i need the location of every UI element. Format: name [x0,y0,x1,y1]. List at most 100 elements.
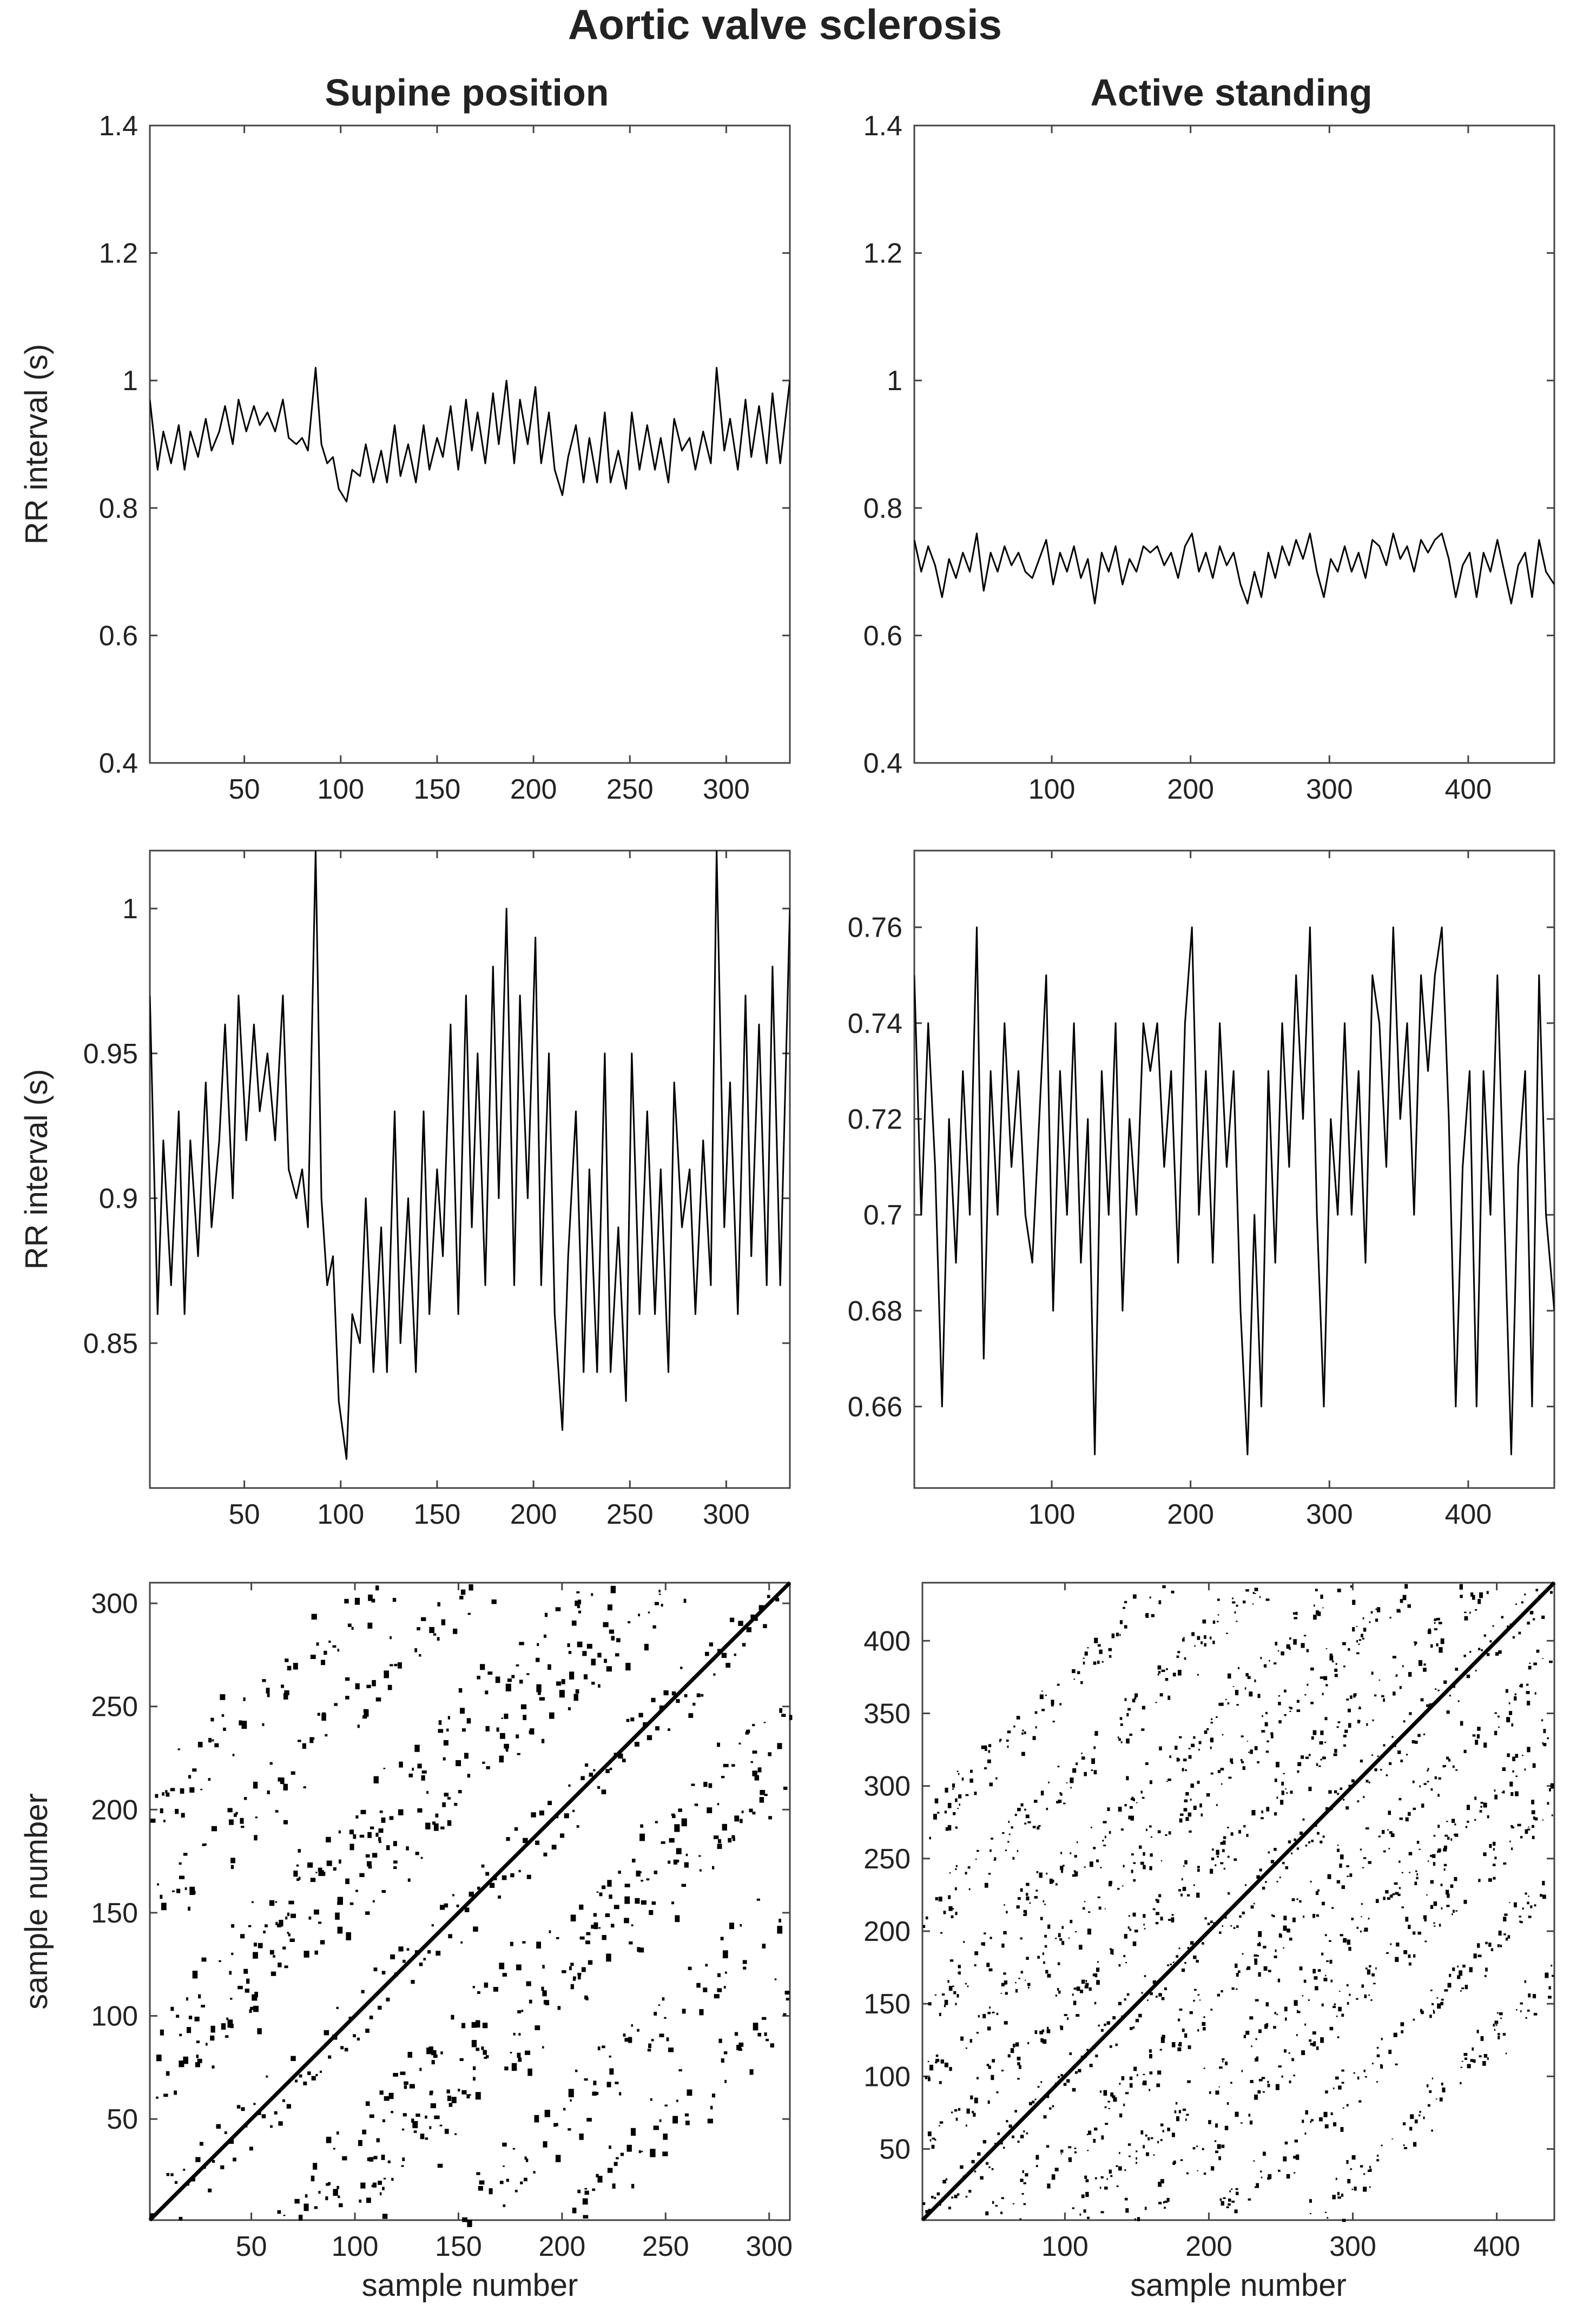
recurrence-point [721,2058,724,2063]
recurrence-point [1105,2123,1109,2125]
recurrence-point [922,2202,926,2206]
recurrence-point [1335,2076,1339,2080]
recurrence-point [177,1748,180,1750]
recurrence-point [1270,1732,1274,1735]
recurrence-point [1023,1910,1027,1913]
recurrence-point [184,1887,187,1890]
recurrence-point [1149,2089,1151,2091]
recurrence-point [988,1750,991,1753]
recurrence-point [1396,1943,1400,1947]
recurrence-point [1374,1768,1377,1772]
rr-interval-series-line [150,367,790,503]
recurrence-point [577,1974,581,1980]
recurrence-point [516,1734,519,1739]
recurrence-point [940,1932,943,1934]
recurrence-point [662,2151,668,2156]
recurrence-point [684,1694,688,1697]
recurrence-point [1197,1636,1200,1640]
recurrence-point [545,2000,550,2005]
recurrence-point [1341,2069,1344,2072]
recurrence-point [345,1677,350,1681]
recurrence-point [1452,1913,1453,1915]
recurrence-point [1181,1878,1183,1881]
recurrence-point [360,1809,366,1814]
recurrence-point [1077,1841,1078,1844]
recurrence-point [1118,2166,1122,2171]
recurrence-point [502,1875,507,1880]
recurrence-point [505,1683,511,1691]
recurrence-point [1427,1860,1429,1862]
recurrence-point [1068,2146,1072,2149]
recurrence-point [1060,1866,1064,1870]
recurrence-point [570,1984,574,1990]
recurrence-point [232,1754,235,1756]
recurrence-point [1386,1774,1388,1776]
recurrence-point [433,2054,438,2058]
recurrence-point [1361,1984,1364,1988]
recurrence-point [1156,2083,1160,2088]
recurrence-point [1166,1668,1168,1670]
recurrence-point [1172,2162,1176,2165]
recurrence-point [1024,1979,1026,1981]
recurrence-point [224,2131,227,2134]
recurrence-point [580,1937,585,1940]
recurrence-point [1525,1829,1528,1834]
recurrence-point [1274,1812,1277,1816]
recurrence-point [927,2060,929,2062]
recurrence-point [1283,2156,1287,2162]
recurrence-point [648,1611,650,1614]
recurrence-point [1312,1969,1316,1974]
recurrence-point [1079,1945,1083,1950]
recurrence-point [1238,1970,1241,1973]
recurrence-point [401,2165,404,2167]
recurrence-point [1225,2062,1228,2065]
recurrence-point [287,1665,292,1671]
recurrence-point [1278,1720,1282,1723]
recurrence-point [1357,2076,1360,2080]
recurrence-point [417,1763,422,1769]
recurrence-point [647,2049,651,2052]
recurrence-point [1143,1852,1145,1856]
recurrence-point [678,2069,682,2072]
recurrence-point [991,2075,994,2081]
recurrence-point [1022,1729,1024,1732]
recurrence-point [1531,1800,1534,1805]
recurrence-point [284,1965,288,1969]
recurrence-point [189,1886,195,1895]
recurrence-point [1389,1831,1393,1834]
recurrence-point [674,1824,680,1832]
recurrence-point [1142,1796,1145,1799]
recurrence-point [1182,1768,1184,1772]
recurrence-point [1340,1787,1343,1790]
recurrence-point [605,1769,610,1773]
recurrence-point [1103,1845,1106,1847]
recurrence-point [988,1968,993,1972]
recurrence-point [1337,1589,1341,1592]
recurrence-point [560,1833,565,1838]
recurrence-point [714,1994,720,1999]
recurrence-point [947,1980,949,1983]
recurrence-point [1518,1631,1521,1635]
x-tick-label: 50 [236,2231,267,2262]
recurrence-point [1094,1973,1098,1978]
recurrence-point [1399,1686,1402,1689]
x-tick-label: 150 [435,2231,482,2262]
recurrence-point [1257,1954,1259,1957]
recurrence-point [988,1873,991,1875]
recurrence-point [1020,2178,1024,2182]
recurrence-point [1423,1663,1426,1666]
recurrence-point [1141,1992,1143,1994]
recurrence-point [375,1697,381,1702]
recurrence-point [1426,2084,1429,2088]
recurrence-point [1419,2114,1421,2117]
x-axis-label: sample number [1130,2268,1347,2303]
recurrence-point [1519,1915,1521,1918]
recurrence-point [382,2187,385,2190]
recurrence-point [1166,1781,1168,1782]
recurrence-point [1281,2075,1283,2078]
recurrence-point [1399,1887,1401,1890]
recurrence-point [1245,2031,1250,2035]
recurrence-point [661,1604,663,1607]
recurrence-point [381,1890,386,1893]
recurrence-point [1008,1821,1010,1823]
